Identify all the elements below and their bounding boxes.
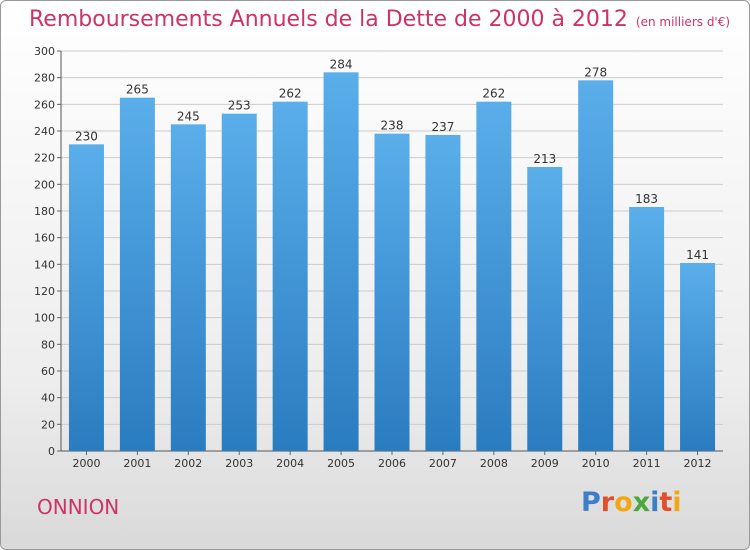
- x-tick-label: 2011: [633, 457, 661, 470]
- logo-letter: P: [581, 487, 601, 518]
- bar: [578, 80, 614, 451]
- y-tick-label: 140: [34, 258, 55, 271]
- x-tick-label: 2010: [582, 457, 610, 470]
- x-tick-label: 2005: [327, 457, 355, 470]
- x-tick-label: 2002: [174, 457, 202, 470]
- data-label: 213: [533, 152, 556, 166]
- bar: [374, 133, 410, 451]
- bar: [629, 207, 665, 451]
- data-label: 141: [686, 248, 709, 262]
- bar: [527, 167, 563, 451]
- bar: [221, 113, 257, 452]
- bar: [119, 97, 155, 452]
- y-tick-label: 60: [41, 365, 55, 378]
- x-tick-label: 2009: [531, 457, 559, 470]
- x-tick-label: 2007: [429, 457, 457, 470]
- y-tick-label: 20: [41, 418, 55, 431]
- y-tick-label: 240: [34, 125, 55, 138]
- logo-letter: x: [632, 487, 651, 518]
- data-label: 278: [584, 65, 607, 79]
- proxiti-logo: Proxiti: [581, 487, 682, 518]
- bar: [170, 124, 206, 451]
- y-tick-label: 100: [34, 312, 55, 325]
- y-tick-label: 280: [34, 72, 55, 85]
- chart-title: Remboursements Annuels de la Dette de 20…: [29, 7, 730, 32]
- y-tick-label: 300: [34, 45, 55, 58]
- bar: [425, 135, 461, 451]
- data-label: 245: [177, 109, 200, 123]
- x-tick-label: 2003: [225, 457, 253, 470]
- x-tick-label: 2004: [276, 457, 304, 470]
- y-tick-label: 180: [34, 205, 55, 218]
- y-tick-label: 120: [34, 285, 55, 298]
- data-label: 237: [431, 120, 454, 134]
- y-tick-label: 220: [34, 152, 55, 165]
- data-label: 253: [228, 99, 251, 113]
- x-tick-label: 2000: [72, 457, 100, 470]
- bar: [680, 263, 716, 451]
- title-text: Remboursements Annuels de la Dette de 20…: [29, 7, 628, 32]
- y-tick-label: 80: [41, 338, 55, 351]
- bar: [323, 72, 359, 451]
- y-tick-label: 260: [34, 98, 55, 111]
- x-tick-label: 2008: [480, 457, 508, 470]
- y-tick-label: 200: [34, 178, 55, 191]
- unit-label: (en milliers d'€): [635, 15, 731, 29]
- data-label: 284: [330, 57, 353, 71]
- logo-letter: i: [672, 487, 682, 518]
- y-tick-label: 40: [41, 392, 55, 405]
- x-tick-label: 2006: [378, 457, 406, 470]
- data-label: 230: [75, 129, 98, 143]
- town-name: ONNION: [37, 495, 120, 519]
- logo-letter: o: [614, 487, 633, 518]
- bar: [272, 101, 308, 452]
- bar-chart: 0 20 40 60 80 100 120 140 160 180 200 220 240 260 280 3…: [34, 45, 723, 470]
- y-tick-label: 160: [34, 232, 55, 245]
- x-tick-label: 2012: [684, 457, 712, 470]
- data-label: 265: [126, 83, 149, 97]
- x-tick-label: 2001: [123, 457, 151, 470]
- data-label: 262: [279, 87, 302, 101]
- bar: [68, 144, 104, 452]
- y-tick-label: 0: [48, 445, 55, 458]
- logo-letter: i: [650, 487, 660, 518]
- logo-letter: r: [600, 487, 615, 518]
- data-label: 183: [635, 192, 658, 206]
- data-label: 238: [381, 119, 404, 133]
- data-label: 262: [482, 87, 505, 101]
- bar: [476, 101, 512, 452]
- logo-letter: t: [659, 487, 673, 518]
